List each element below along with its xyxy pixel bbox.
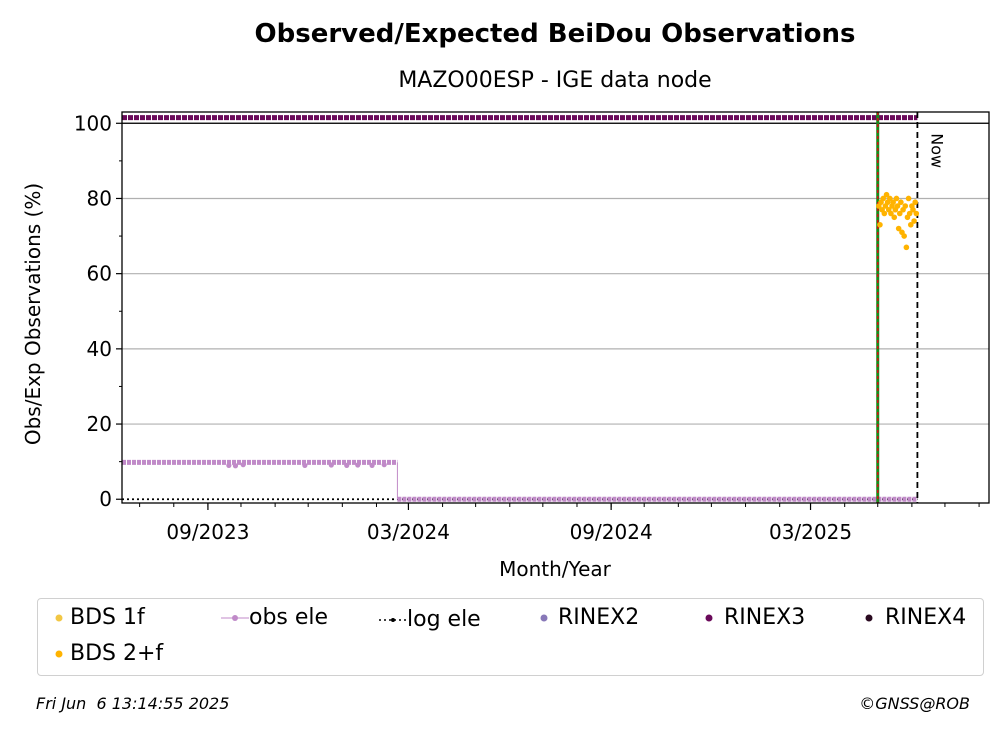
obs-ele-point <box>369 462 375 469</box>
bds2f-point <box>877 221 883 228</box>
legend-item-bds2f: BDS 2+f <box>52 641 163 667</box>
x-tick-label: 09/2024 <box>570 520 653 544</box>
bds2f-point <box>880 195 887 202</box>
bds2f-point <box>896 210 903 217</box>
x-tick-label: 03/2025 <box>769 520 852 544</box>
obs-ele-point <box>355 462 361 468</box>
obs-ele-point <box>226 462 232 469</box>
chart: Observed/Expected BeiDou Observations MA… <box>21 19 990 581</box>
bds2f-point <box>902 203 909 209</box>
y-tick-label: 60 <box>87 262 112 286</box>
plot-frame <box>121 111 990 504</box>
legend-item-log-ele: log ele <box>379 607 481 633</box>
legend-item-rinex3: RINEX3 <box>702 605 805 631</box>
obs-ele-point <box>381 462 387 468</box>
now-label: Now <box>927 133 946 168</box>
bds2f-point <box>913 210 920 217</box>
legend-label: log ele <box>407 607 481 632</box>
bds2f-point <box>894 203 901 209</box>
footer-credit: ©GNSS@ROB <box>859 694 970 713</box>
bds2f-point <box>905 195 912 202</box>
bds2f-point <box>906 210 913 217</box>
obs-ele-point <box>302 462 308 469</box>
bds2f-point <box>881 210 888 217</box>
y-tick-label: 20 <box>87 412 112 436</box>
legend-label: BDS 2+f <box>70 641 164 666</box>
obs-ele-point <box>240 462 246 468</box>
legend-item-obs-ele: obs ele <box>221 605 328 631</box>
grid-lines <box>122 122 989 425</box>
bds2f-point <box>903 244 910 251</box>
obs-ele-point <box>232 463 239 469</box>
bds2f-point <box>912 199 918 206</box>
dotted-line-icon <box>379 618 407 622</box>
legend-label: RINEX4 <box>885 605 967 630</box>
legend-item-rinex2: RINEX2 <box>534 605 639 631</box>
y-tick-label: 0 <box>99 487 112 511</box>
dot-icon <box>705 614 713 622</box>
bds2f-point <box>901 233 907 239</box>
bds2f-point <box>890 199 896 206</box>
bds2f-point <box>883 191 890 198</box>
dot-icon <box>55 650 63 658</box>
y-axis-label: Obs/Exp Observations (%) <box>21 183 45 445</box>
line-marker-icon <box>221 615 249 621</box>
y-tick-label: 40 <box>87 337 112 361</box>
x-tick-label: 09/2023 <box>166 520 249 544</box>
chart-subtitle: MAZO00ESP - IGE data node <box>398 68 711 93</box>
dot-icon <box>865 614 873 622</box>
obs-ele-point <box>344 462 350 469</box>
bds2f-point <box>910 206 916 213</box>
legend-label: BDS 1f <box>70 605 145 630</box>
x-tick-label: 03/2024 <box>367 520 450 544</box>
bds2f-point <box>898 199 904 206</box>
axis-ticks: 0 20 40 60 80 100 09/2023 03/2024 09/2024 03/2025 <box>74 111 980 544</box>
y-tick-label: 80 <box>87 186 112 210</box>
legend-item-bds1f: BDS 1f <box>52 605 145 631</box>
bds2f-point <box>891 214 898 221</box>
bds2f-point <box>888 210 894 217</box>
obs-ele-point <box>328 462 334 468</box>
bds2f-point <box>911 218 917 224</box>
legend-label: RINEX2 <box>558 605 640 630</box>
legend-item-rinex4: RINEX4 <box>861 605 966 631</box>
chart-title: Observed/Expected BeiDou Observations <box>255 19 856 49</box>
dot-icon <box>55 614 63 622</box>
legend: BDS 1f obs ele log ele RINEX2 RINEX3 RIN… <box>37 598 984 676</box>
x-axis-label: Month/Year <box>499 557 612 581</box>
y-tick-label: 100 <box>74 111 112 135</box>
series-layer: Now <box>122 112 989 503</box>
footer-timestamp: Fri Jun 6 13:14:55 2025 <box>36 694 230 713</box>
legend-label: obs ele <box>249 605 329 630</box>
bds2f-point <box>895 225 902 232</box>
bds2f-point <box>893 195 900 202</box>
bds2f-point <box>887 195 893 202</box>
legend-label: RINEX3 <box>724 605 806 630</box>
bds2f-point <box>907 221 914 228</box>
dot-icon <box>540 614 548 622</box>
